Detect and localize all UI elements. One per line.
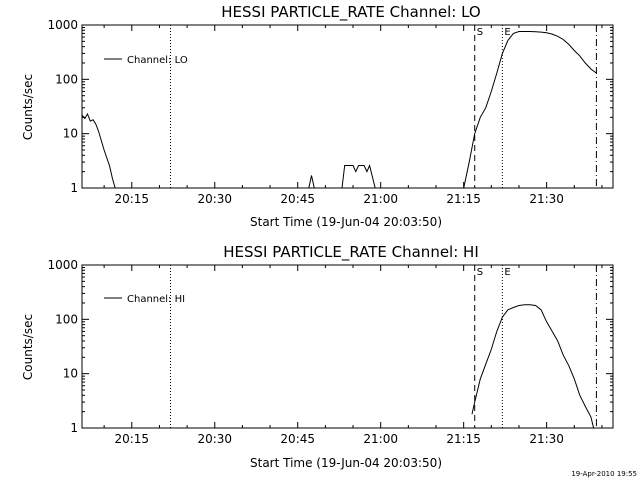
- lo-x-tick-label: 20:15: [114, 192, 149, 206]
- lo-series-line: [341, 163, 376, 189]
- hi-legend: Channel: HI: [104, 294, 185, 305]
- lo-marker-label-e: E: [504, 27, 510, 38]
- lo-x-tick-label: 20:45: [280, 192, 315, 206]
- lo-x-ticks: 20:15 20:30 20:45 21:00 21:15 21:30: [103, 25, 603, 206]
- lo-series-line: [81, 112, 116, 189]
- lo-plot-frame: [81, 24, 614, 189]
- lo-y-axis-label: Counts/sec: [21, 74, 35, 140]
- lo-y-tick-label: 100: [55, 72, 78, 86]
- lo-channel-panel: HESSI PARTICLE_RATE Channel: LO Counts/s…: [21, 3, 614, 229]
- hi-x-tick-label: 21:00: [363, 432, 398, 446]
- hi-series: [471, 304, 595, 429]
- hi-plot-frame: [81, 264, 614, 429]
- hi-y-tick-label: 10: [63, 367, 78, 381]
- hi-legend-label: Channel: HI: [127, 294, 185, 305]
- lo-marker-label-s: S: [477, 27, 483, 38]
- hi-marker-label-e: E: [504, 267, 510, 278]
- lo-y-tick-label: 1: [70, 181, 78, 195]
- hi-x-axis-label: Start Time (19-Jun-04 20:03:50): [250, 456, 442, 470]
- hi-y-tick-label: 1: [70, 421, 78, 435]
- lo-x-tick-label: 21:30: [529, 192, 564, 206]
- hi-y-ticks: 1 10 100 1000: [47, 258, 613, 435]
- hi-series-line: [471, 304, 595, 429]
- lo-series-line: [463, 31, 597, 189]
- hi-channel-panel: HESSI PARTICLE_RATE Channel: HI Counts/s…: [21, 243, 614, 470]
- lo-legend-label: Channel: LO: [127, 55, 188, 66]
- hi-x-tick-label: 20:15: [114, 432, 149, 446]
- hi-y-tick-label: 1000: [47, 258, 78, 272]
- hi-y-tick-label: 100: [55, 312, 78, 326]
- hi-x-tick-label: 20:45: [280, 432, 315, 446]
- hi-y-axis-label: Counts/sec: [21, 314, 35, 380]
- lo-x-tick-label: 20:30: [197, 192, 232, 206]
- hi-x-tick-label: 20:30: [197, 432, 232, 446]
- hi-chart-title: HESSI PARTICLE_RATE Channel: HI: [223, 243, 479, 262]
- footer-timestamp: 19-Apr-2010 19:55: [571, 470, 637, 478]
- lo-x-tick-label: 21:15: [446, 192, 481, 206]
- lo-chart-title: HESSI PARTICLE_RATE Channel: LO: [221, 3, 480, 22]
- hi-marker-label-s: S: [477, 267, 483, 278]
- hi-x-tick-label: 21:30: [529, 432, 564, 446]
- lo-series: [81, 31, 597, 189]
- lo-series-line: [308, 175, 315, 189]
- hi-x-tick-label: 21:15: [446, 432, 481, 446]
- lo-y-ticks: 1 10 100 1000: [47, 18, 613, 195]
- lo-y-tick-label: 1000: [47, 18, 78, 32]
- lo-y-tick-label: 10: [63, 127, 78, 141]
- hi-x-ticks: 20:15 20:30 20:45 21:00 21:15 21:30: [103, 265, 603, 446]
- lo-x-tick-label: 21:00: [363, 192, 398, 206]
- lo-legend: Channel: LO: [104, 55, 188, 66]
- lo-x-axis-label: Start Time (19-Jun-04 20:03:50): [250, 215, 442, 229]
